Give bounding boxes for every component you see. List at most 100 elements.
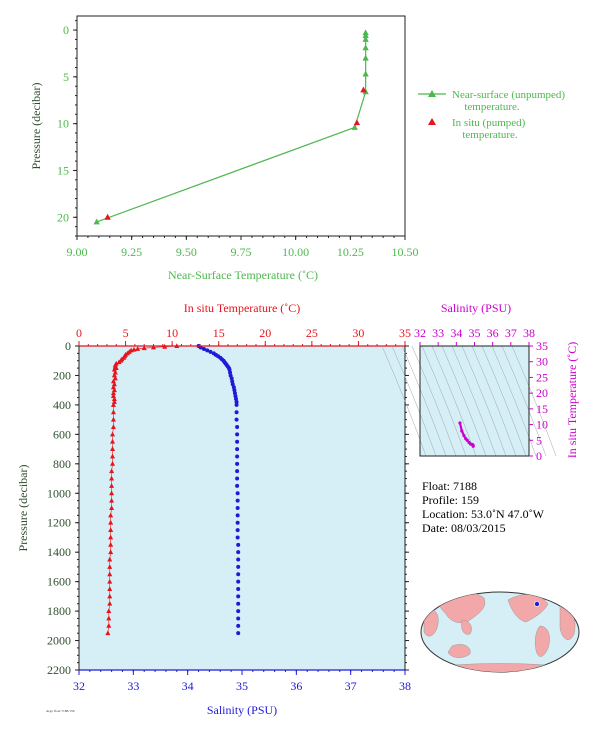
salinity-profile-point	[236, 616, 241, 621]
pressure-tick-label: 600	[53, 427, 71, 441]
near-surface-x-axis: 9.00 9.25 9.50 9.75 10.00 10.25 10.50	[67, 236, 419, 259]
temperature-profile-point	[131, 346, 137, 352]
salinity-profile-point	[236, 609, 241, 614]
temperature-profile-point	[107, 564, 113, 569]
profile-plot-background	[79, 346, 405, 670]
temperature-profile-point	[107, 593, 113, 599]
salinity-profile-point	[234, 402, 239, 407]
temperature-tick-label: 15	[213, 326, 225, 340]
ts-temperature-tick-label: 0	[536, 449, 542, 463]
ts-salinity-tick-label: 38	[523, 326, 535, 340]
map-land	[423, 592, 576, 672]
ts-temperature-tick-label: 5	[536, 433, 542, 447]
temperature-profile-point	[108, 519, 114, 525]
near-surface-y-label: Pressure (decibar)	[29, 83, 43, 170]
pumped-temperature-point	[353, 119, 361, 126]
salinity-profile-point	[235, 513, 240, 518]
temperature-profile-point	[109, 490, 115, 496]
temperature-profile-point	[110, 438, 116, 444]
temperature-profile-point	[106, 615, 112, 621]
location-text: Location: 53.0˚N 47.0˚W	[422, 507, 545, 521]
map-southeast-asia	[461, 619, 472, 635]
salinity-profile-point	[235, 535, 240, 540]
salinity-profile-point	[236, 572, 241, 577]
salinity-tick-label: 36	[290, 679, 302, 693]
near-surface-x-tick-label: 10.00	[282, 245, 309, 259]
salinity-profile-point	[236, 564, 241, 569]
near-surface-series	[93, 29, 369, 225]
near-surface-y-tick-label: 20	[57, 210, 69, 224]
near-surface-chart: 9.00 9.25 9.50 9.75 10.00 10.25 10.50 0 5 10 15 20…	[29, 15, 565, 282]
salinity-profile-point	[236, 601, 241, 606]
pressure-tick-label: 1200	[47, 516, 71, 530]
salinity-profile-point	[235, 491, 240, 496]
legend-unpumped-text-2: temperature.	[464, 101, 520, 113]
temperature-tick-label: 5	[123, 326, 129, 340]
salinity-profile-point	[234, 399, 239, 404]
unpumped-temperature-point	[362, 54, 369, 61]
temperature-profile-point	[109, 475, 115, 481]
ts-salinity-tick-label: 36	[487, 326, 499, 340]
date-text: Date: 08/03/2015	[422, 521, 506, 535]
temperature-profile-point	[108, 512, 114, 518]
near-surface-y-tick-label: 15	[57, 163, 69, 177]
near-surface-plot-frame	[76, 15, 406, 237]
salinity-profile-point	[205, 348, 210, 353]
temperature-profile-point	[105, 630, 111, 636]
salinity-profile-point	[235, 483, 240, 488]
ts-salinity-tick-label: 32	[414, 326, 426, 340]
density-contour	[501, 345, 547, 457]
float-info: Float: 7188 Profile: 159 Location: 53.0˚…	[422, 479, 545, 535]
salinity-profile-point	[236, 557, 241, 562]
temperature-profile-point	[108, 534, 114, 540]
temperature-profile-point	[107, 571, 113, 577]
temperature-profile-point	[110, 402, 116, 407]
pressure-tick-label: 800	[53, 457, 71, 471]
density-contour	[511, 345, 557, 457]
legend-pumped-text-1: In situ (pumped)	[452, 117, 526, 129]
density-contour	[491, 345, 537, 457]
map-antarctica	[429, 663, 571, 672]
profile-series	[105, 343, 241, 636]
temperature-axis-label: In situ Temperature (˚C)	[184, 301, 301, 315]
temperature-profile-point	[135, 346, 141, 351]
salinity-profile-point	[235, 425, 240, 429]
salinity-profile-point	[235, 447, 240, 452]
density-contour	[381, 345, 427, 457]
temperature-profile-point	[110, 409, 116, 415]
ts-point	[460, 429, 464, 433]
ts-point	[462, 433, 466, 438]
near-surface-y-tick-label: 10	[57, 117, 69, 131]
salinity-profile-point	[235, 476, 240, 481]
temperature-profile-point	[110, 431, 116, 437]
salinity-profile-point	[235, 506, 240, 510]
density-contour	[391, 345, 437, 457]
temperature-profile-point	[107, 556, 113, 562]
density-contour	[441, 345, 487, 457]
salinity-profile-point	[234, 417, 239, 422]
ts-temperature-tick-label: 10	[536, 418, 548, 432]
density-contour	[461, 345, 507, 457]
profile-text: Profile: 159	[422, 493, 479, 507]
temperature-tick-label: 10	[166, 326, 178, 340]
temperature-profile-point	[150, 344, 157, 350]
unpumped-temperature-point	[362, 70, 369, 77]
salinity-profile-point	[236, 594, 241, 599]
ts-temperature-tick-label: 20	[536, 386, 548, 400]
pressure-tick-label: 1800	[47, 604, 71, 618]
near-surface-legend: Near-surface (unpumped) temperature. In …	[418, 89, 565, 141]
salinity-profile-point	[201, 346, 206, 351]
density-contour	[471, 345, 517, 457]
near-surface-x-tick-label: 10.50	[392, 245, 419, 259]
salinity-profile-point	[236, 623, 241, 628]
ts-salinity-tick-label: 33	[432, 326, 444, 340]
temperature-profile-point	[107, 586, 113, 591]
salinity-profile-point	[235, 520, 240, 525]
temperature-profile-point	[108, 549, 114, 555]
temperature-profile-point	[111, 396, 117, 401]
salinity-profile-point	[236, 550, 241, 555]
profile-y-label: Pressure (decibar)	[16, 465, 30, 552]
temperature-profile-point	[109, 497, 115, 503]
